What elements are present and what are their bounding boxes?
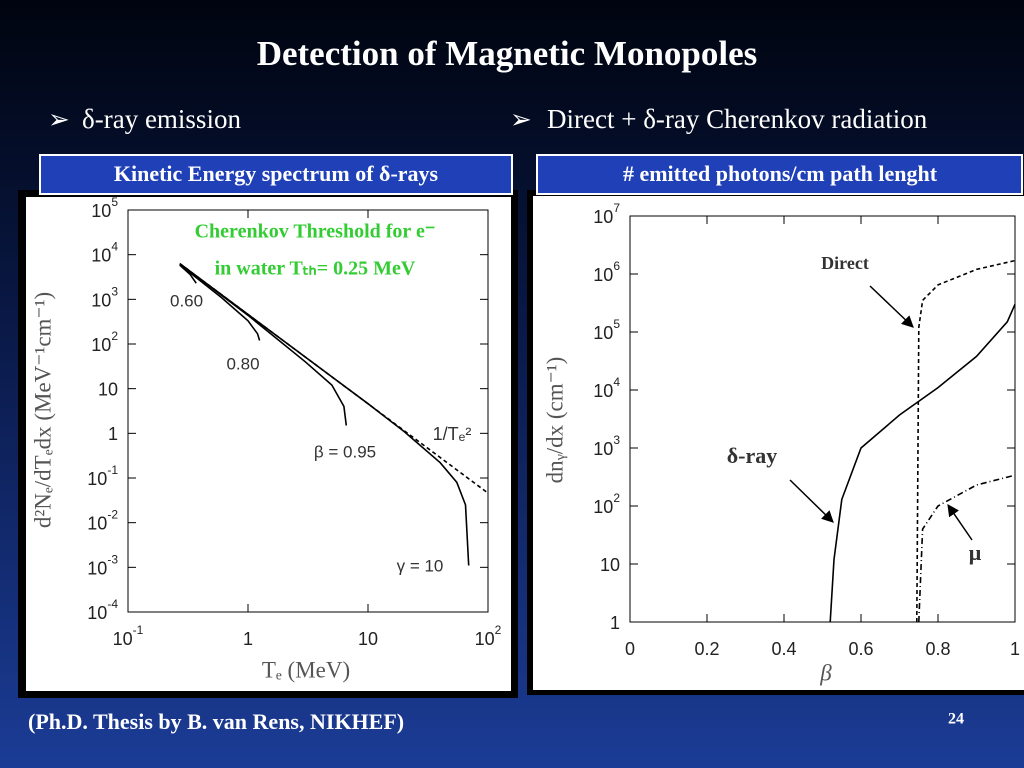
curve [829, 303, 1016, 623]
page-number: 24 [948, 711, 964, 728]
panel-header-text: Kinetic Energy spectrum of δ-rays [114, 161, 439, 186]
y-tick-label: 10 [98, 379, 118, 399]
x-tick-label: 10-1 [113, 623, 144, 649]
curve-label: μ [969, 540, 982, 565]
y-tick-label: 10 [600, 555, 620, 575]
y-tick-label: 10-1 [87, 463, 118, 489]
y-axis-label: dnᵧ/dx (cm⁻¹) [542, 357, 568, 484]
panel [26, 197, 511, 691]
arrow [947, 504, 973, 541]
y-tick-label: 107 [593, 201, 620, 227]
curve-label: 0.80 [226, 354, 259, 373]
x-tick-label: 10 [358, 629, 378, 649]
y-tick-label: 1 [610, 613, 620, 633]
curve-label: δ-ray [727, 443, 778, 468]
y-tick-label: 105 [91, 195, 118, 221]
y-tick-label: 103 [593, 433, 620, 459]
y-tick-label: 103 [91, 285, 118, 311]
x-axis-label: Tₑ (MeV) [262, 657, 350, 682]
curve-label: β = 0.95 [314, 442, 376, 461]
x-tick-label: 1 [243, 629, 253, 649]
annotation: Cherenkov Threshold for e⁻ [195, 221, 436, 243]
x-tick-label: 0.8 [925, 639, 950, 659]
bullet-arrow: ➢ [510, 105, 532, 134]
y-tick-label: 1 [108, 424, 118, 444]
x-tick-label: 0 [625, 639, 635, 659]
plot-frame [629, 215, 1016, 623]
plot-frame [127, 209, 489, 613]
curve-label: γ = 10 [397, 556, 444, 575]
y-tick-label: 10-3 [87, 553, 118, 579]
panel-header [536, 154, 1023, 195]
bullet: δ-ray emission [82, 104, 241, 134]
curve [179, 262, 470, 566]
x-tick-label: 102 [475, 623, 502, 649]
curve-label: 0.60 [170, 291, 203, 310]
bullet: Direct + δ-ray Cherenkov radiation [547, 104, 928, 134]
footer: (Ph.D. Thesis by B. van Rens, NIKHEF) [28, 709, 404, 734]
y-tick-label: 10-2 [87, 508, 118, 534]
x-tick-label: 0.4 [771, 639, 796, 659]
panel-header [39, 154, 513, 195]
curve [918, 474, 1016, 623]
x-axis-label: β [819, 660, 832, 685]
y-tick-label: 102 [91, 329, 118, 355]
panel-header-text: # emitted photons/cm path lenght [623, 161, 938, 186]
annotation: in water Tₜₕ= 0.25 MeV [215, 258, 416, 280]
y-axis-label: d²Nₑ/dTₑdx (MeV⁻¹cm⁻¹) [30, 292, 55, 528]
curve [179, 262, 489, 494]
x-tick-label: 1 [1010, 639, 1020, 659]
curve [179, 263, 261, 341]
x-tick-label: 0.2 [694, 639, 719, 659]
curve-label: Direct [821, 253, 869, 273]
panel [533, 196, 1024, 690]
y-tick-label: 105 [593, 317, 620, 343]
bullet-arrow: ➢ [48, 105, 70, 134]
y-tick-label: 104 [91, 240, 118, 266]
arrow [869, 285, 914, 328]
curve [916, 259, 1016, 623]
y-tick-label: 10-4 [87, 597, 118, 623]
curve-label: 1/Tₑ² [433, 424, 472, 444]
arrow [789, 479, 834, 523]
y-tick-label: 104 [593, 375, 620, 401]
y-tick-label: 106 [593, 259, 620, 285]
x-tick-label: 0.6 [848, 639, 873, 659]
slide-title: Detection of Magnetic Monopoles [257, 34, 758, 73]
y-tick-label: 102 [593, 491, 620, 517]
